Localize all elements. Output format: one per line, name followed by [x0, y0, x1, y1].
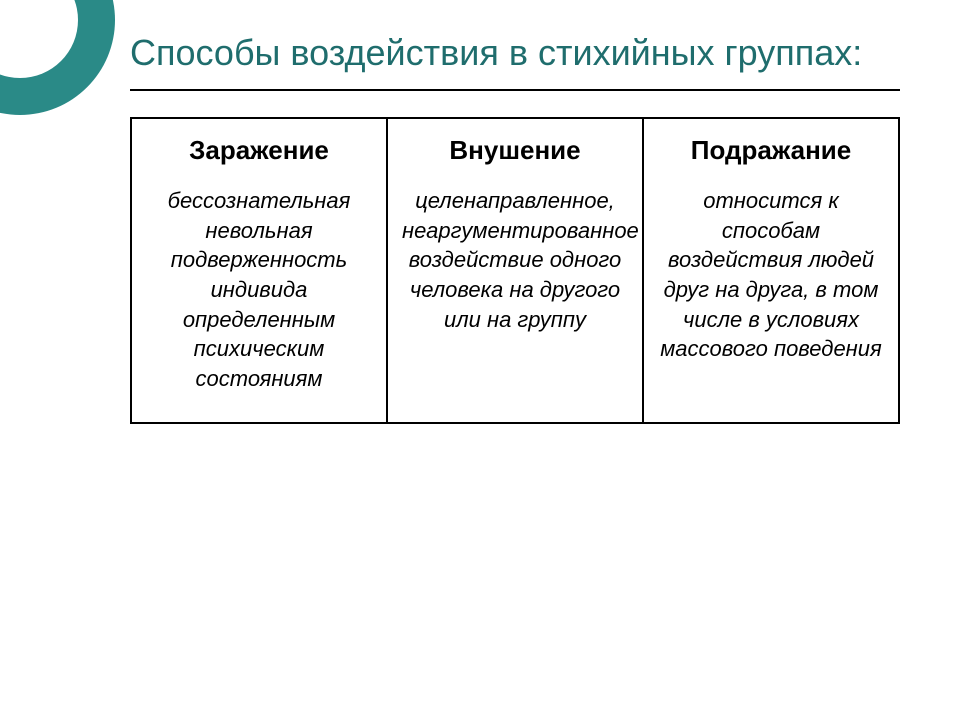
column-body: относится к способам воздействия людей д… [658, 186, 884, 364]
slide-title: Способы воздействия в стихийных группах: [130, 30, 900, 75]
methods-table: Заражение бессознательная невольная подв… [130, 117, 900, 424]
column-header: Внушение [402, 135, 628, 166]
column-body: целенаправленное, неаргументированное во… [402, 186, 628, 334]
table-cell: Заражение бессознательная невольная подв… [131, 118, 387, 423]
title-rule [130, 89, 900, 91]
column-header: Заражение [146, 135, 372, 166]
table-cell: Внушение целенаправленное, неаргументиро… [387, 118, 643, 423]
table-row: Заражение бессознательная невольная подв… [131, 118, 899, 423]
column-header: Подражание [658, 135, 884, 166]
table-cell: Подражание относится к способам воздейст… [643, 118, 899, 423]
slide-container: Способы воздействия в стихийных группах:… [0, 0, 960, 720]
column-body: бессознательная невольная подверженность… [146, 186, 372, 394]
